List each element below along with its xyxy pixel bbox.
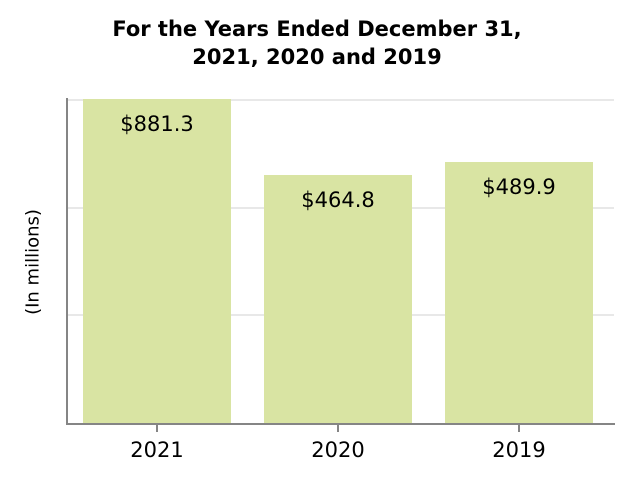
x-axis-line: [66, 423, 615, 425]
bar-value-label-2020: $464.8: [301, 188, 375, 212]
bar-value-label-2019: $489.9: [482, 175, 556, 199]
gridline-top: [68, 99, 614, 101]
chart-title: For the Years Ended December 31, 2021, 2…: [0, 15, 634, 71]
bar-value-label-2021: $881.3: [120, 112, 194, 136]
x-tick-label-2020: 2020: [311, 438, 365, 462]
x-axis-tick-2019: [518, 425, 520, 432]
bar-2021: $881.3: [83, 99, 231, 423]
bar-2019: $489.9: [445, 162, 593, 423]
chart-title-line2: 2021, 2020 and 2019: [192, 45, 442, 69]
x-tick-label-2021: 2021: [130, 438, 184, 462]
y-axis-label: (In millions): [22, 209, 44, 315]
bar-2020: $464.8: [264, 175, 412, 423]
chart-title-line1: For the Years Ended December 31,: [112, 17, 522, 41]
x-axis-tick-2020: [337, 425, 339, 432]
x-tick-label-2019: 2019: [492, 438, 546, 462]
y-axis-line: [66, 98, 68, 425]
x-axis-tick-2021: [156, 425, 158, 432]
